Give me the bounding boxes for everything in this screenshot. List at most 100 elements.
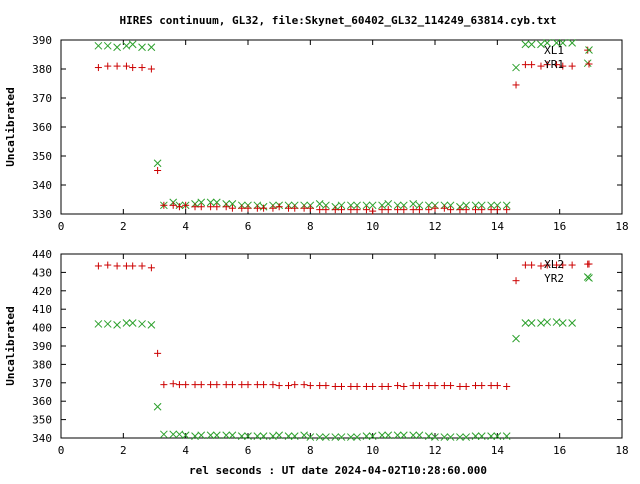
data-point-stroke-b [424,432,433,441]
data-point [528,261,536,269]
data-point [415,206,423,214]
data-point [213,381,221,389]
data-point [260,204,268,212]
data-point [400,206,408,214]
data-point [129,64,137,72]
data-point-stroke-b [568,39,576,47]
data-point [337,433,346,441]
data-point-stroke-b [527,40,536,49]
x-tick-label: 18 [615,220,628,233]
data-point [122,62,130,70]
data-point [384,206,392,214]
data-point [175,381,183,389]
data-point-stroke-b [409,431,418,440]
data-point [537,262,545,270]
data-point-stroke-b [393,201,402,210]
data-point [543,61,551,69]
data-point [182,201,190,209]
data-point [584,46,592,54]
data-point [487,432,495,441]
data-point [275,431,284,440]
data-point-stroke-b [493,432,502,441]
y-tick-label: 330 [32,208,52,221]
data-point-stroke-b [493,201,502,210]
data-point [306,204,314,212]
data-point [291,381,299,389]
data-point-stroke-b [393,431,402,440]
data-point [169,201,177,209]
data-point [322,206,330,214]
y-tick-label: 440 [32,248,52,261]
data-point [244,381,252,389]
data-point [487,201,495,210]
data-point-stroke-b [362,432,371,441]
y-tick-label: 370 [32,377,52,390]
data-point-stroke-b [399,201,408,210]
data-point [228,199,237,208]
data-point-stroke-b [521,40,530,49]
data-point [503,206,511,214]
data-point-stroke-b [502,201,511,210]
x-tick-label: 10 [366,220,379,233]
data-point [400,382,408,390]
data-point [415,201,424,210]
data-point-stroke-b [399,431,408,440]
data-point [94,262,102,270]
data-point [113,62,121,70]
data-point-stroke-b [384,199,393,208]
data-point [553,61,561,69]
data-point [228,431,237,440]
data-point [197,203,205,211]
data-point-stroke-b [322,433,330,441]
data-point-stroke-b [477,432,486,441]
data-point-stroke-b [103,320,112,328]
data-point-stroke-b [346,201,355,210]
plot-frame [60,253,623,439]
data-point [175,203,183,211]
data-point-stroke-b [477,201,486,210]
data-point [431,433,439,441]
data-point-stroke-b [537,319,545,327]
data-point-stroke-b [384,431,393,440]
data-point [338,206,345,214]
data-point-stroke-b [197,431,206,440]
data-point-stroke-b [181,431,190,440]
data-point [94,41,103,50]
data-point [197,381,205,389]
y-tick-label: 360 [32,395,52,408]
data-point-stroke-b [346,433,355,441]
data-point [290,432,299,441]
data-point-stroke-b [337,433,346,441]
data-point-stroke-b [315,199,324,208]
data-point-stroke-b [147,43,156,52]
y-tick-label: 370 [32,92,52,105]
data-point [153,402,162,411]
data-point [369,207,377,215]
data-point [471,201,480,210]
x-tick-label: 16 [553,220,566,233]
data-point [447,206,455,214]
legend-marker [585,60,593,68]
y-tick-label: 420 [32,285,52,298]
data-point-stroke-b [521,319,530,327]
data-point [207,203,215,211]
data-point [206,198,215,207]
data-point-stroke-b [153,402,162,411]
data-point [353,206,361,214]
x-tick-label: 2 [120,220,127,233]
data-point [384,431,393,440]
data-point [378,382,386,390]
bottom-panel: 0 2 4 6 8 10 12 14 16 18 340 350 360 370 380 390 400 410 4… [4,248,629,457]
chart-title: HIRES continuum, GL32, file:Skynet_60402… [119,14,556,27]
y-tick-label: 350 [32,150,52,163]
series-yr1 [94,46,592,215]
data-point-stroke-b [128,40,137,49]
data-point [472,206,480,214]
data-point [487,382,495,390]
data-point [512,81,520,89]
data-point [147,264,155,272]
data-point-stroke-b [237,432,246,441]
data-point [129,262,137,270]
data-point [94,320,103,328]
data-point [138,262,146,270]
